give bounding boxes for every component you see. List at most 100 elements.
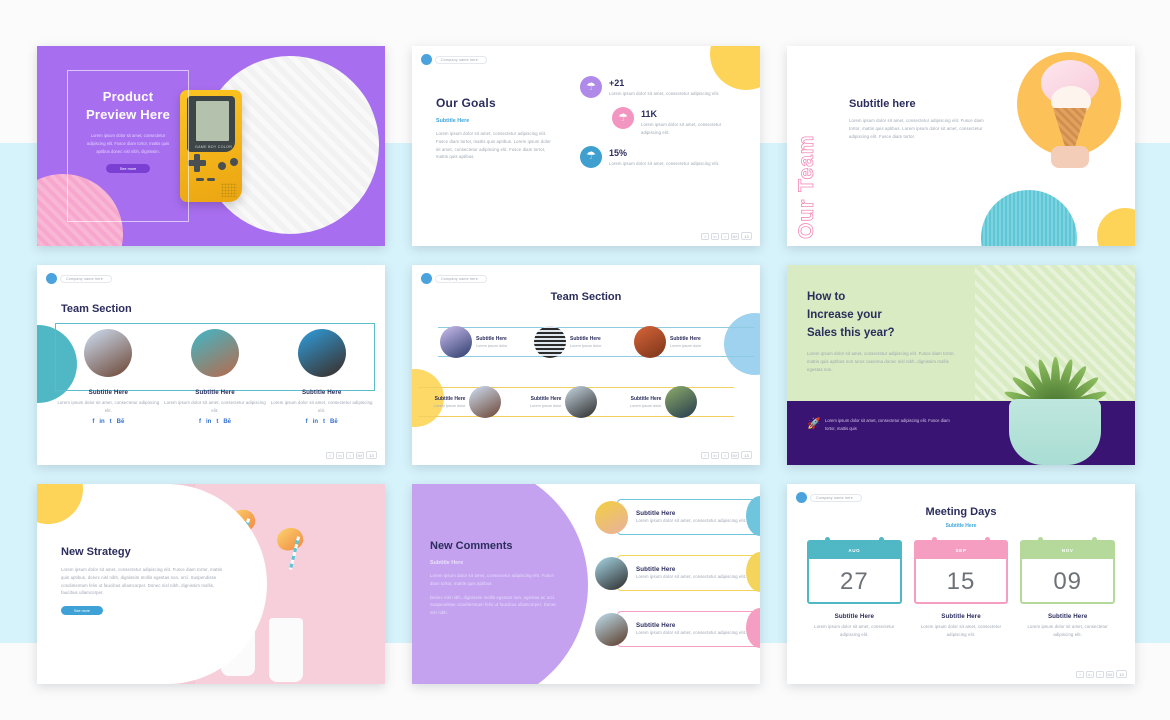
- banner-text: Lorem ipsum dolor sit amet, consectetur …: [825, 418, 950, 431]
- page-title: How to Increase your Sales this year?: [807, 291, 895, 339]
- calendar-item[interactable]: AUG 27 Subtitle Here Lorem ipsum dolor s…: [807, 537, 902, 639]
- member-card[interactable]: Subtitle Here Lorem ipsum dolor sit amet…: [162, 329, 269, 425]
- behance-icon[interactable]: Bē: [330, 418, 338, 425]
- avatar: [440, 326, 472, 358]
- facebook-icon[interactable]: f: [326, 451, 334, 459]
- member-item[interactable]: Subtitle Here Lorem ipsum dolor: [634, 326, 701, 358]
- twitter-icon[interactable]: t: [721, 232, 729, 240]
- behance-icon[interactable]: Bē: [731, 232, 739, 240]
- comment-text: Lorem ipsum dolor sit amet, consectetur …: [636, 517, 747, 523]
- twitter-icon[interactable]: t: [1096, 670, 1104, 678]
- brand-dot-icon: [421, 273, 432, 284]
- facebook-icon[interactable]: f: [305, 418, 308, 425]
- member-text: Lorem ipsum dolor: [476, 344, 508, 348]
- slide-meeting-days[interactable]: Company name here Meeting Days Subtitle …: [787, 484, 1135, 684]
- facebook-icon[interactable]: f: [92, 418, 95, 425]
- linkedin-icon[interactable]: in: [336, 451, 344, 459]
- stat-text: Lorem ipsum dolor sit amet, consectetur …: [641, 122, 722, 135]
- avatar: [297, 329, 346, 377]
- stat-item: ☂ 15% Lorem ipsum dolor sit amet, consec…: [580, 145, 740, 168]
- vertical-title: Our Team: [795, 134, 819, 239]
- member-item[interactable]: Subtitle Here Lorem ipsum dolor: [630, 386, 698, 418]
- slide-team-section-timeline[interactable]: Company name here Team Section Subtitle …: [412, 265, 760, 465]
- linkedin-icon[interactable]: in: [711, 451, 719, 459]
- facebook-icon[interactable]: f: [701, 451, 709, 459]
- calendar-item[interactable]: NOV 09 Subtitle Here Lorem ipsum dolor s…: [1020, 537, 1116, 639]
- calendar-icon: AUG 27: [807, 537, 902, 604]
- facebook-icon[interactable]: f: [701, 232, 709, 240]
- comment-item[interactable]: Subtitle Here Lorem ipsum dolor sit amet…: [595, 496, 760, 538]
- behance-icon[interactable]: Bē: [731, 451, 739, 459]
- linkedin-icon[interactable]: in: [312, 418, 319, 425]
- calendar-day: 15: [946, 567, 976, 595]
- slide-footer[interactable]: f in t Bē 13: [701, 232, 752, 240]
- member-item[interactable]: Subtitle Here Lorem ipsum dolor: [434, 386, 502, 418]
- slide-team-section-cards[interactable]: Company name here Team Section Subtitle …: [37, 265, 385, 465]
- member-item[interactable]: Subtitle Here Lorem ipsum dolor: [440, 326, 507, 358]
- purple-blob: [412, 484, 588, 684]
- behance-icon[interactable]: Bē: [356, 451, 364, 459]
- plant-illustration: [1003, 315, 1108, 416]
- page-number: 13: [366, 451, 377, 459]
- twitter-icon[interactable]: t: [323, 418, 326, 425]
- linkedin-icon[interactable]: in: [206, 418, 212, 425]
- calendar-item[interactable]: SEP 15 Subtitle Here Lorem ipsum dolor s…: [913, 537, 1009, 639]
- company-name: Company name here: [435, 55, 487, 64]
- avatar: [469, 386, 502, 418]
- social-links[interactable]: f in t Bē: [162, 419, 269, 425]
- calendar-text: Lorem ipsum dolor sit amet, consectetur …: [1027, 624, 1108, 637]
- comment-item[interactable]: Subtitle Here Lorem ipsum dolor sit amet…: [595, 608, 760, 650]
- calendar-list: AUG 27 Subtitle Here Lorem ipsum dolor s…: [807, 537, 1116, 639]
- facebook-icon[interactable]: f: [1076, 670, 1084, 678]
- member-text: Lorem ipsum dolor: [434, 404, 466, 408]
- linkedin-icon[interactable]: in: [99, 418, 105, 425]
- member-item[interactable]: Subtitle Here Lorem ipsum dolor: [534, 326, 601, 358]
- slide-our-goals[interactable]: Company name here Our Goals Subtitle Her…: [412, 46, 760, 246]
- text-frame: [67, 70, 189, 222]
- page-title: Subtitle here: [849, 98, 916, 110]
- company-name: Company name here: [810, 493, 862, 502]
- slide-new-strategy[interactable]: New Strategy Lorem ipsum dolor sit amet,…: [37, 484, 385, 684]
- calendar-month: AUG: [809, 542, 900, 559]
- page-title: Product Preview Here: [85, 89, 171, 122]
- twitter-icon[interactable]: t: [109, 418, 112, 425]
- umbrella-icon: ☂: [580, 76, 602, 98]
- avatar: [534, 326, 566, 358]
- facebook-icon[interactable]: f: [199, 418, 201, 425]
- teal-striped-circle: [981, 190, 1077, 246]
- member-card[interactable]: Subtitle Here Lorem ipsum dolor sit amet…: [55, 329, 162, 425]
- twitter-icon[interactable]: t: [721, 451, 729, 459]
- member-frame: [55, 323, 375, 391]
- social-links[interactable]: f in t Bē: [268, 419, 375, 425]
- slide-new-comments[interactable]: New Comments Subtitle Here Lorem ipsum d…: [412, 484, 760, 684]
- comment-item[interactable]: Subtitle Here Lorem ipsum dolor sit amet…: [595, 552, 760, 594]
- subtitle: Subtitle Here: [436, 118, 470, 124]
- comment-name: Subtitle Here: [636, 509, 676, 517]
- slide-footer[interactable]: f in t Bē 13: [1076, 670, 1127, 678]
- social-links[interactable]: f in t Bē: [55, 419, 162, 425]
- slide-our-team[interactable]: Our Team Subtitle here Lorem ipsum dolor…: [787, 46, 1135, 246]
- slide-increase-sales[interactable]: How to Increase your Sales this year? Lo…: [787, 265, 1135, 465]
- see-more-button[interactable]: See more: [61, 606, 103, 616]
- member-card[interactable]: Subtitle Here Lorem ipsum dolor sit amet…: [268, 329, 375, 425]
- member-text: Lorem ipsum dolor sit amet, consectetur …: [270, 400, 373, 413]
- member-name: Subtitle Here: [630, 396, 662, 402]
- linkedin-icon[interactable]: in: [1086, 670, 1094, 678]
- member-text: Lorem ipsum dolor: [630, 404, 662, 408]
- comment-text: Lorem ipsum dolor sit amet, consectetur …: [636, 573, 747, 579]
- member-name: Subtitle Here: [195, 389, 235, 396]
- slide-footer[interactable]: f in t Bē 13: [701, 451, 752, 459]
- company-badge: Company name here: [421, 273, 487, 284]
- member-text: Lorem ipsum dolor: [670, 344, 702, 348]
- behance-icon[interactable]: Bē: [116, 418, 125, 425]
- behance-icon[interactable]: Bē: [223, 418, 232, 425]
- linkedin-icon[interactable]: in: [711, 232, 719, 240]
- member-item[interactable]: Subtitle Here Lorem ipsum dolor: [530, 386, 598, 418]
- calendar-icon: NOV 09: [1020, 537, 1116, 604]
- slide-footer[interactable]: f in t Bē 13: [326, 451, 377, 459]
- behance-icon[interactable]: Bē: [1106, 670, 1114, 678]
- twitter-icon[interactable]: t: [346, 451, 354, 459]
- see-more-button[interactable]: See more: [106, 164, 150, 174]
- slide-product-preview[interactable]: GAME BOY COLOR Product Preview Here Lorem…: [37, 46, 385, 246]
- twitter-icon[interactable]: t: [216, 418, 219, 425]
